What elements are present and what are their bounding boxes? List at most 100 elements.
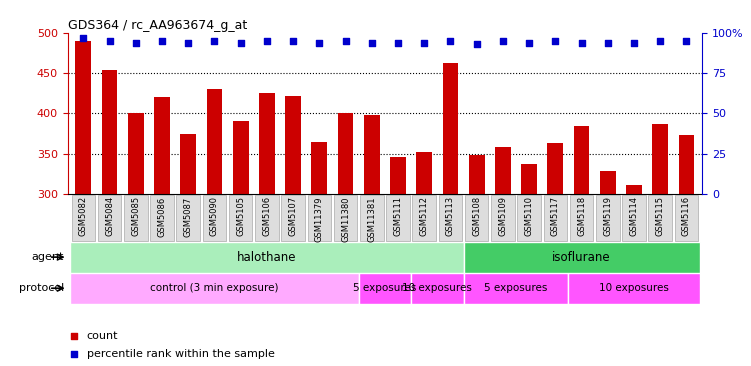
Bar (495, 147, 511, 194)
Text: 10 exposures: 10 exposures (599, 283, 669, 293)
Text: GSM5082: GSM5082 (79, 196, 88, 236)
Point (68, 333, 80, 339)
FancyBboxPatch shape (70, 273, 359, 304)
Text: GSM5109: GSM5109 (499, 196, 508, 236)
Bar (390, 157, 406, 194)
FancyBboxPatch shape (255, 195, 279, 240)
Point (209, 38, 221, 44)
Text: GSM5116: GSM5116 (682, 196, 691, 236)
FancyBboxPatch shape (596, 195, 620, 240)
Text: GSM5114: GSM5114 (629, 196, 638, 236)
Bar (259, 93, 275, 194)
Text: GSM5118: GSM5118 (577, 196, 586, 236)
Bar (653, 124, 668, 194)
Point (418, 40, 430, 45)
FancyBboxPatch shape (359, 273, 411, 304)
Point (680, 38, 692, 44)
Point (602, 40, 614, 45)
Point (549, 38, 561, 44)
Text: GSM5087: GSM5087 (184, 196, 193, 236)
Point (313, 40, 325, 45)
FancyBboxPatch shape (150, 195, 173, 240)
Text: GSM11379: GSM11379 (315, 196, 324, 242)
Point (68, 351, 80, 357)
Text: GSM5086: GSM5086 (158, 196, 167, 236)
FancyBboxPatch shape (124, 195, 147, 240)
Text: GSM11381: GSM11381 (367, 196, 376, 242)
Text: agent: agent (32, 252, 64, 262)
Bar (338, 113, 354, 194)
Point (523, 40, 535, 45)
Text: GSM5113: GSM5113 (446, 196, 455, 236)
Text: GSM5105: GSM5105 (236, 196, 245, 236)
FancyBboxPatch shape (71, 195, 95, 240)
Text: GSM5108: GSM5108 (472, 196, 481, 236)
Bar (469, 155, 484, 194)
FancyBboxPatch shape (569, 273, 700, 304)
Bar (154, 97, 170, 194)
Bar (128, 113, 143, 194)
Bar (207, 89, 222, 194)
Bar (547, 143, 563, 194)
Bar (364, 115, 380, 194)
Point (234, 40, 246, 45)
FancyBboxPatch shape (203, 195, 226, 240)
FancyBboxPatch shape (411, 273, 463, 304)
FancyBboxPatch shape (544, 195, 567, 240)
Bar (180, 134, 196, 194)
Text: GSM5115: GSM5115 (656, 196, 665, 236)
Point (287, 38, 299, 44)
Bar (679, 135, 695, 194)
Point (471, 41, 483, 47)
Point (130, 40, 142, 45)
FancyBboxPatch shape (307, 195, 331, 240)
Text: GSM11380: GSM11380 (341, 196, 350, 242)
Point (628, 40, 640, 45)
FancyBboxPatch shape (465, 195, 488, 240)
Point (77, 35, 89, 41)
Point (261, 38, 273, 44)
FancyBboxPatch shape (439, 195, 463, 240)
FancyBboxPatch shape (517, 195, 541, 240)
FancyBboxPatch shape (176, 195, 200, 240)
Text: GSM5107: GSM5107 (288, 196, 297, 236)
Bar (626, 185, 642, 194)
Bar (574, 126, 590, 194)
Point (104, 38, 116, 44)
FancyBboxPatch shape (333, 195, 357, 240)
Text: GSM5085: GSM5085 (131, 196, 140, 236)
Bar (75, 41, 91, 194)
Text: 5 exposures: 5 exposures (484, 283, 547, 293)
Text: count: count (86, 331, 118, 341)
Bar (442, 63, 458, 194)
FancyBboxPatch shape (360, 195, 384, 240)
Text: 10 exposures: 10 exposures (403, 283, 472, 293)
Point (445, 38, 457, 44)
Point (575, 40, 587, 45)
Point (654, 38, 666, 44)
FancyBboxPatch shape (674, 195, 698, 240)
Text: GSM5112: GSM5112 (420, 196, 429, 236)
Bar (101, 70, 117, 194)
FancyBboxPatch shape (463, 242, 700, 273)
Text: control (3 min exposure): control (3 min exposure) (150, 283, 279, 293)
Bar (233, 121, 249, 194)
Bar (285, 96, 301, 194)
Text: GSM5119: GSM5119 (603, 196, 612, 236)
FancyBboxPatch shape (570, 195, 593, 240)
Bar (600, 171, 616, 194)
Text: protocol: protocol (19, 283, 64, 293)
Bar (416, 152, 432, 194)
Text: percentile rank within the sample: percentile rank within the sample (86, 349, 275, 359)
Text: isoflurane: isoflurane (552, 251, 611, 264)
Text: GSM5090: GSM5090 (210, 196, 219, 236)
Point (392, 40, 404, 45)
FancyBboxPatch shape (229, 195, 252, 240)
Text: GSM5117: GSM5117 (550, 196, 559, 236)
Point (182, 40, 195, 45)
Text: 5 exposures: 5 exposures (353, 283, 417, 293)
FancyBboxPatch shape (70, 242, 463, 273)
Text: GSM5084: GSM5084 (105, 196, 114, 236)
Bar (521, 164, 537, 194)
Text: GSM5110: GSM5110 (525, 196, 534, 236)
